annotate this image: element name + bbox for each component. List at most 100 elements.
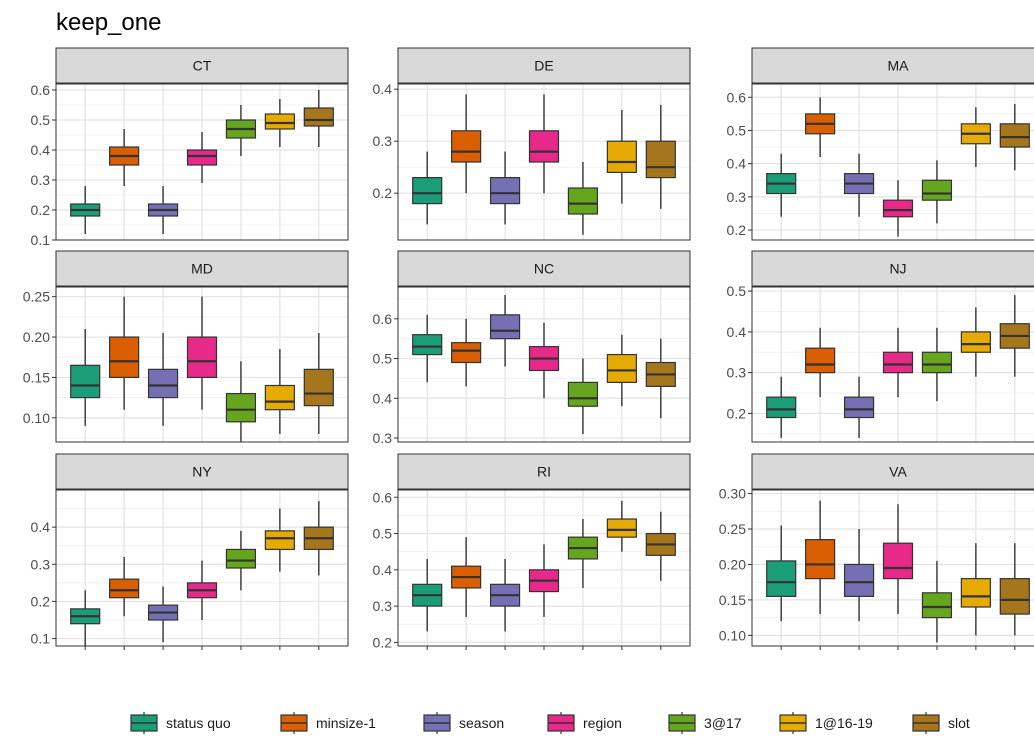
chart-title: keep_one <box>56 9 161 36</box>
strip-label-md: MD <box>191 261 213 277</box>
box-body-ct-1-16-19 <box>265 114 294 129</box>
strip-label-nc: NC <box>534 261 554 277</box>
box-body-ma-3-17 <box>922 180 951 200</box>
facet-nc: NC 0.3 0.4 0.5 0.6 <box>373 251 690 446</box>
strip-label-nj: NJ <box>889 261 906 277</box>
box-body-ri-1-16-19 <box>607 519 636 537</box>
y-tick-label-ct: 0.3 <box>31 172 51 188</box>
box-body-nc-minsize-1 <box>452 343 481 363</box>
legend-item-1-16-19: 1@16-19 <box>780 712 873 734</box>
y-tick-label-ny: 0.3 <box>31 556 51 572</box>
legend-label-region: region <box>583 715 622 731</box>
facet-de: DE0.20.30.4 <box>373 48 690 240</box>
y-tick-label-nj: 0.3 <box>727 365 747 381</box>
legend-item-season: season <box>424 712 504 734</box>
box-body-de-3-17 <box>568 188 597 214</box>
y-tick-label-va: 0.10 <box>719 627 746 643</box>
box-body-ma-region <box>884 200 913 217</box>
box-body-ct-slot <box>304 108 333 126</box>
y-tick-label-ct: 0.5 <box>31 112 51 128</box>
strip-label-ct: CT <box>193 58 212 74</box>
box-body-de-status-quo <box>413 178 442 204</box>
y-tick-label-nj: 0.4 <box>727 324 747 340</box>
box-body-nc-1-16-19 <box>607 355 636 383</box>
legend-item-slot: slot <box>913 712 970 734</box>
facet-va: VA 0.10 0.15 0.20 0.25 0.30 <box>719 454 1034 650</box>
y-tick-label-va: 0.20 <box>719 556 746 572</box>
y-tick-label-de: 0.3 <box>373 133 393 149</box>
box-body-va-region <box>884 543 913 578</box>
facet-ct: CT0.10.20.30.40.50.6 <box>31 48 348 248</box>
legend-label-1-16-19: 1@16-19 <box>815 715 873 731</box>
y-tick-label-ny: 0.1 <box>31 631 51 647</box>
strip-label-ny: NY <box>192 464 212 480</box>
y-tick-label-de: 0.2 <box>373 185 393 201</box>
strip-label-ri: RI <box>537 464 551 480</box>
y-tick-label-nc: 0.4 <box>373 390 393 406</box>
legend-label-status-quo: status quo <box>166 715 231 731</box>
box-body-nc-status-quo <box>413 335 442 355</box>
facet-ri: RI0.20.30.40.50.6 <box>373 454 690 650</box>
box-body-md-minsize-1 <box>110 337 139 377</box>
y-tick-label-md: 0.15 <box>23 369 50 385</box>
box-body-nj-1-16-19 <box>961 332 990 352</box>
facet-md: MD 0.10 0.15 0.20 0.25 <box>23 251 348 442</box>
strip-label-va: VA <box>889 464 907 480</box>
box-body-de-1-16-19 <box>607 141 636 172</box>
box-body-va-minsize-1 <box>806 540 835 579</box>
y-tick-label-nc: 0.5 <box>373 351 393 367</box>
legend-label-slot: slot <box>948 715 970 731</box>
legend-label-season: season <box>459 715 504 731</box>
legend-item-minsize-1: minsize-1 <box>281 712 376 734</box>
box-body-md-season <box>149 369 178 397</box>
box-body-md-region <box>188 337 217 377</box>
y-tick-label-ri: 0.4 <box>373 562 393 578</box>
y-tick-label-nc: 0.3 <box>373 430 393 446</box>
y-tick-label-va: 0.15 <box>719 592 746 608</box>
y-tick-label-md: 0.25 <box>23 289 50 305</box>
box-body-md-slot <box>304 369 333 405</box>
legend-item-region: region <box>548 712 622 734</box>
y-tick-label-md: 0.20 <box>23 329 50 345</box>
box-body-md-status-quo <box>71 365 100 397</box>
y-tick-label-ct: 0.2 <box>31 202 51 218</box>
y-tick-label-ct: 0.6 <box>31 82 51 98</box>
box-body-va-slot <box>1000 579 1029 614</box>
box-body-de-slot <box>646 141 675 177</box>
box-body-nj-season <box>845 397 874 417</box>
y-tick-label-ma: 0.4 <box>727 156 747 172</box>
box-body-de-minsize-1 <box>452 131 481 162</box>
legend: status quo minsize-1 season region 3@17 1@16-… <box>131 712 970 734</box>
box-body-de-region <box>530 131 559 162</box>
y-tick-label-nc: 0.6 <box>373 311 393 327</box>
y-tick-label-ct: 0.1 <box>31 232 51 248</box>
legend-item-status-quo: status quo <box>131 712 231 734</box>
strip-label-ma: MA <box>888 58 910 74</box>
box-body-va-1-16-19 <box>961 579 990 607</box>
y-tick-label-ny: 0.2 <box>31 593 51 609</box>
box-body-ny-minsize-1 <box>110 579 139 598</box>
box-body-nj-minsize-1 <box>806 348 835 372</box>
y-tick-label-md: 0.10 <box>23 410 50 426</box>
y-tick-label-ma: 0.2 <box>727 222 747 238</box>
y-tick-label-nj: 0.5 <box>727 283 747 299</box>
y-tick-label-va: 0.30 <box>719 486 746 502</box>
box-body-nj-region <box>884 352 913 372</box>
box-body-md-1-16-19 <box>265 385 294 409</box>
box-body-nj-3-17 <box>922 352 951 372</box>
box-body-ny-1-16-19 <box>265 531 294 550</box>
strip-label-de: DE <box>534 58 553 74</box>
y-tick-label-ny: 0.4 <box>31 519 51 535</box>
box-body-va-season <box>845 564 874 596</box>
y-tick-label-ma: 0.5 <box>727 122 747 138</box>
y-tick-label-nj: 0.2 <box>727 405 747 421</box>
box-body-va-3-17 <box>922 593 951 618</box>
box-body-nc-3-17 <box>568 382 597 406</box>
box-body-ny-3-17 <box>226 549 255 568</box>
y-tick-label-ri: 0.6 <box>373 489 393 505</box>
y-tick-label-ri: 0.3 <box>373 598 393 614</box>
facet-panels: CT0.10.20.30.40.50.6DE0.20.30.4MA0.20.30… <box>23 48 1034 650</box>
box-body-md-3-17 <box>226 394 255 422</box>
y-tick-label-ma: 0.6 <box>727 89 747 105</box>
